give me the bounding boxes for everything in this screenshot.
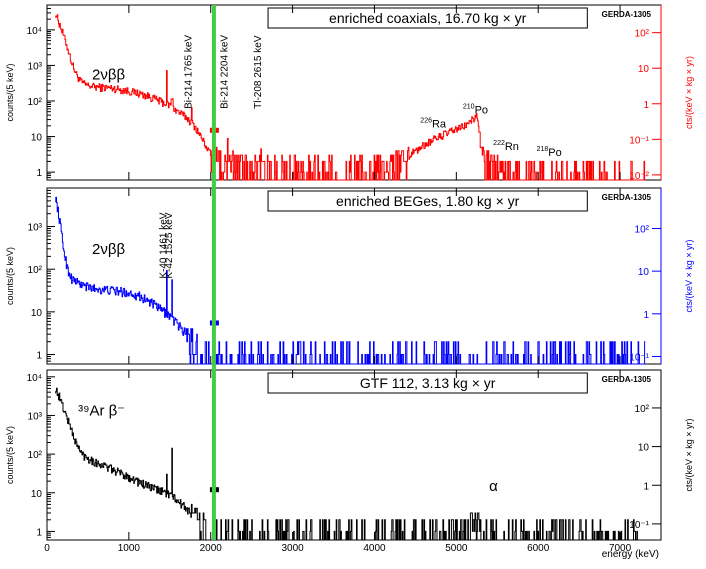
x-tick-label: 6000 [527, 543, 550, 554]
panel-title: GTF 112, 3.13 kg × yr [360, 375, 496, 391]
panel-enriched-coaxials: 1 10 10² 10³ 10⁴ 10⁻² 10⁻¹ 1 10 10² counts/(5 keV)… [5, 4, 694, 182]
y-tick-label-left: 10³ [28, 223, 43, 234]
isotope-annotation: 222Rn [493, 140, 519, 153]
peak-annotation: Bi-214 1765 keV [183, 35, 194, 109]
x-axis-label: energy (keV) [602, 549, 659, 560]
panel-title-box [267, 190, 588, 212]
spectrum-series [55, 387, 646, 541]
x-tick-label: 0 [44, 543, 50, 554]
y-tick-label-left: 10³ [28, 411, 43, 422]
y-tick-label-right: 10² [635, 29, 650, 40]
isotope-annotation: 226Ra [420, 117, 447, 130]
x-tick-label: 5000 [445, 543, 468, 554]
y-tick-label-right: 1 [643, 310, 649, 321]
panel-gtf-112: 1 10 10² 10³ 10⁴ 10⁻¹ 1 10 10² counts/(5 keV) cts/… [5, 369, 694, 541]
spectrum-series [55, 14, 646, 181]
y-tick-label-left: 10² [28, 265, 43, 276]
panel-title: enriched coaxials, 16.70 kg × yr [329, 10, 527, 26]
plot-frame [46, 187, 662, 365]
y-tick-label-left: 1 [36, 351, 42, 362]
gerda-tag: GERDA-1305 [602, 375, 652, 384]
isotope-annotation: 218Po [537, 146, 562, 159]
gerda-tag: GERDA-1305 [602, 10, 652, 19]
x-tick-label: 3000 [281, 543, 304, 554]
x-tick-label: 1000 [118, 543, 141, 554]
y-tick-label-right: 10² [635, 224, 650, 235]
y-tick-label-right: 1 [643, 481, 649, 492]
y-tick-label-right: 10 [638, 64, 650, 75]
y-axis-label-right: cts/(keV × kg × yr) [684, 56, 694, 129]
gerda-tag: GERDA-1305 [602, 193, 652, 202]
y-tick-label-left: 10² [28, 97, 43, 108]
peak-annotation: K-40 1461 keV [159, 212, 170, 278]
y-tick-label-left: 10 [31, 133, 43, 144]
spectrum-annotation: 2νββ [92, 241, 125, 258]
y-tick-label-left: 10 [31, 308, 43, 319]
panel-title-box [267, 7, 588, 29]
y-tick-label-left: 10⁴ [27, 26, 42, 37]
y-tick-label-right: 10 [638, 443, 650, 454]
y-axis-label-left: counts/(5 keV) [5, 63, 15, 121]
y-tick-label-left: 1 [36, 168, 42, 179]
y-tick-label-right: 10⁻² [629, 171, 649, 182]
plot-frame [46, 4, 662, 181]
peak-annotation: Tl-208 2615 keV [253, 35, 264, 109]
panel-enriched-beges: 1 10 10² 10³ 10⁻¹ 1 10 10² counts/(5 keV) cts/(ke… [5, 187, 694, 365]
plot-frame [46, 369, 662, 541]
x-tick-label: 7000 [609, 543, 632, 554]
y-tick-label-left: 10³ [28, 61, 43, 72]
y-tick-label-right: 10⁻¹ [629, 135, 649, 146]
y-tick-label-right: 10⁻¹ [629, 520, 649, 531]
peak-annotation: Bi-214 2204 keV [219, 35, 230, 109]
y-tick-label-right: 10² [635, 404, 650, 415]
y-tick-label-left: 10² [28, 450, 43, 461]
y-axis-label-left: counts/(5 keV) [5, 247, 15, 305]
spectrum-annotation: α [489, 478, 498, 495]
spectrum-annotation: 2νββ [92, 67, 125, 84]
y-tick-label-left: 10⁴ [27, 373, 42, 384]
y-tick-label-right: 10⁻¹ [629, 352, 649, 363]
y-tick-label-right: 10 [638, 267, 650, 278]
y-axis-label-left: counts/(5 keV) [5, 426, 15, 484]
y-tick-label-left: 1 [36, 527, 42, 538]
x-tick-label: 2000 [200, 543, 223, 554]
panel-title: enriched BEGes, 1.80 kg × yr [336, 193, 520, 209]
spectrum-annotation: ³⁹Ar β⁻ [78, 402, 125, 419]
x-axis: 0 1000 2000 3000 4000 5000 6000 7000 [44, 543, 631, 554]
panel-title-box [267, 372, 588, 394]
peak-annotation: K-42 1525 keV [164, 212, 175, 278]
y-axis-label-right: cts/(keV × kg × yr) [684, 418, 694, 491]
isotope-annotation: 210Po [463, 103, 488, 116]
y-tick-label-left: 10 [31, 489, 43, 500]
x-tick-label: 4000 [363, 543, 386, 554]
spectrum-series [55, 196, 646, 365]
y-tick-label-right: 1 [643, 100, 649, 111]
y-axis-label-right: cts/(keV × kg × yr) [684, 239, 694, 312]
